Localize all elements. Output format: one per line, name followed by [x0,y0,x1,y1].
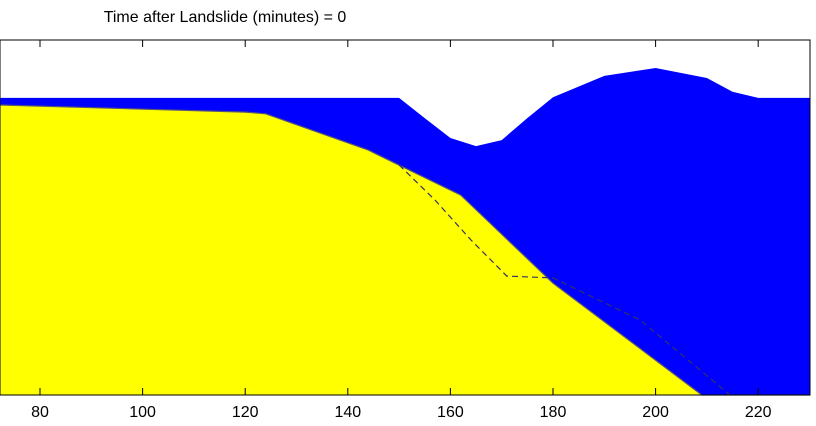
x-tick-label: 160 [437,404,464,421]
area [0,105,810,395]
x-tick-label: 120 [232,404,259,421]
x-tick-label: 80 [31,404,49,421]
x-tick-label: 100 [129,404,156,421]
area-edge [0,104,810,396]
x-tick-label: 180 [540,404,567,421]
line [398,164,731,396]
plot-frame [0,39,811,396]
x-tick-label: 140 [334,404,361,421]
chart-title: Time after Landslide (minutes) = 0 [104,9,347,26]
x-tick-label: 220 [745,404,772,421]
x-tick-label: 200 [642,404,669,421]
